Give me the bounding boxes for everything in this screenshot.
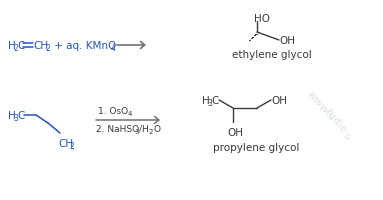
Text: 3: 3 [134,128,139,134]
Text: 2. NaHSO: 2. NaHSO [96,124,139,133]
Text: H: H [202,96,210,105]
Text: 3: 3 [207,99,212,107]
Text: 3: 3 [13,113,18,122]
Text: H: H [8,110,16,120]
Text: 4: 4 [111,44,116,53]
Text: C: C [211,96,218,105]
Text: tudie: tudie [323,106,349,135]
Text: www.s: www.s [305,89,336,122]
Text: 4: 4 [128,111,133,117]
Text: O: O [153,124,160,133]
Text: C: C [17,110,25,120]
Text: C: C [17,41,25,51]
Text: /H: /H [139,124,149,133]
Text: 2: 2 [149,128,153,134]
Text: s: s [341,130,352,141]
Text: CH: CH [33,41,48,51]
Text: 2: 2 [70,142,75,151]
Text: HO: HO [254,14,270,24]
Text: OH: OH [271,96,287,105]
Text: CH: CH [58,138,73,148]
Text: propylene glycol: propylene glycol [213,142,300,152]
Text: 2: 2 [13,44,18,53]
Text: 1. OsO: 1. OsO [98,107,128,116]
Text: ethylene glycol: ethylene glycol [232,50,312,60]
Text: OH: OH [279,36,295,46]
Text: + aq. KMnO: + aq. KMnO [51,41,116,51]
Text: H: H [8,41,16,51]
Text: 2: 2 [45,44,50,53]
Text: OH: OH [227,127,243,137]
